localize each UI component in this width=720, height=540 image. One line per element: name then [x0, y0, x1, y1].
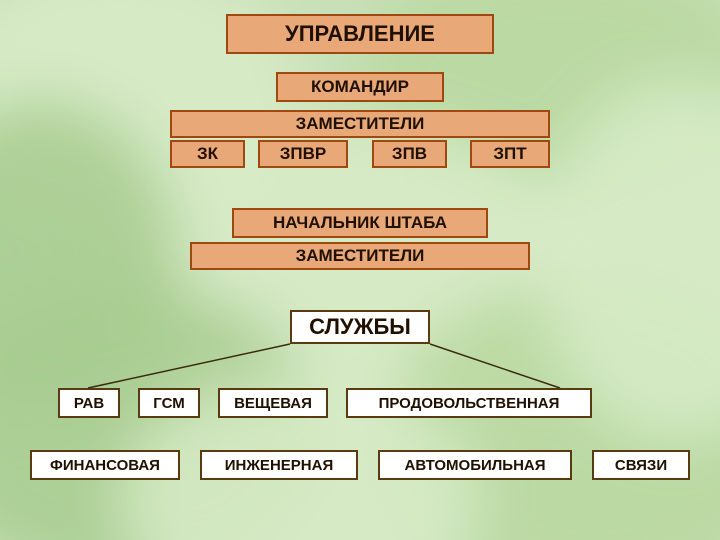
services-label: СЛУЖБЫ [309, 314, 411, 340]
title-box: УПРАВЛЕНИЕ [226, 14, 494, 54]
service-comm-box: СВЯЗИ [592, 450, 690, 480]
commander-label: КОМАНДИР [311, 77, 409, 97]
deputies-top-label: ЗАМЕСТИТЕЛИ [296, 114, 425, 134]
deputy-zpvr-label: ЗПВР [280, 144, 326, 164]
service-clothing-box: ВЕЩЕВАЯ [218, 388, 328, 418]
title-label: УПРАВЛЕНИЕ [285, 21, 435, 47]
chief-label: НАЧАЛЬНИК ШТАБА [273, 213, 447, 233]
service-auto-label: АВТОМОБИЛЬНАЯ [404, 457, 545, 474]
service-rav-label: РАВ [74, 395, 104, 412]
deputies-bottom-label: ЗАМЕСТИТЕЛИ [296, 246, 425, 266]
service-gsm-label: ГСМ [153, 395, 184, 412]
deputy-zpv-label: ЗПВ [392, 144, 427, 164]
commander-box: КОМАНДИР [276, 72, 444, 102]
diagram-content: УПРАВЛЕНИЕ КОМАНДИР ЗАМЕСТИТЕЛИ ЗК ЗПВР … [0, 0, 720, 540]
service-comm-label: СВЯЗИ [615, 457, 667, 474]
deputy-zpt-box: ЗПТ [470, 140, 550, 168]
chief-of-staff-box: НАЧАЛЬНИК ШТАБА [232, 208, 488, 238]
deputies-bottom-box: ЗАМЕСТИТЕЛИ [190, 242, 530, 270]
service-clothing-label: ВЕЩЕВАЯ [234, 395, 312, 412]
service-finance-box: ФИНАНСОВАЯ [30, 450, 180, 480]
service-finance-label: ФИНАНСОВАЯ [50, 457, 160, 474]
service-food-label: ПРОДОВОЛЬСТВЕННАЯ [379, 395, 560, 412]
service-gsm-box: ГСМ [138, 388, 200, 418]
service-engineer-label: ИНЖЕНЕРНАЯ [225, 457, 333, 474]
deputy-zpvr-box: ЗПВР [258, 140, 348, 168]
deputy-zpv-box: ЗПВ [372, 140, 447, 168]
deputy-zk-box: ЗК [170, 140, 245, 168]
service-food-box: ПРОДОВОЛЬСТВЕННАЯ [346, 388, 592, 418]
service-auto-box: АВТОМОБИЛЬНАЯ [378, 450, 572, 480]
services-box: СЛУЖБЫ [290, 310, 430, 344]
service-rav-box: РАВ [58, 388, 120, 418]
deputy-zpt-label: ЗПТ [493, 144, 526, 164]
deputies-top-box: ЗАМЕСТИТЕЛИ [170, 110, 550, 138]
service-engineer-box: ИНЖЕНЕРНАЯ [200, 450, 358, 480]
deputy-zk-label: ЗК [197, 144, 218, 164]
